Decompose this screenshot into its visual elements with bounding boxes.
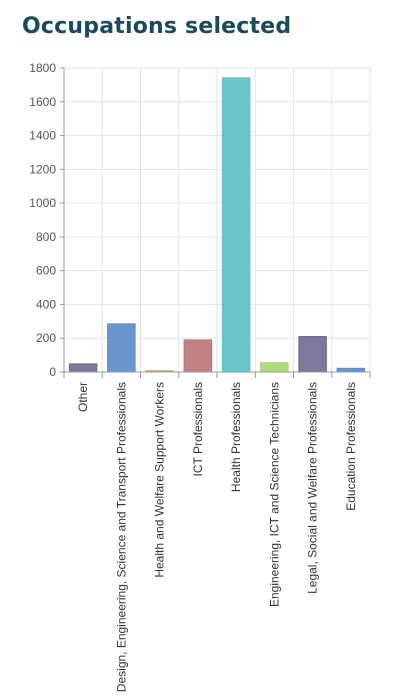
y-tick-label: 1600: [29, 95, 56, 109]
x-tick-label: Education Professionals: [344, 382, 358, 511]
y-tick-label: 1800: [29, 61, 56, 75]
y-tick-label: 0: [49, 365, 56, 379]
x-tick-labels: Other Design, Engineering, Science and Tr…: [76, 382, 358, 692]
bars: [68, 77, 366, 373]
bar: [68, 363, 98, 373]
axes: [60, 67, 371, 378]
page-title: Occupations selected: [22, 14, 292, 39]
x-tick-label: Other: [76, 382, 90, 412]
y-tick-label: 1000: [29, 196, 56, 210]
y-tick-label: 600: [36, 264, 56, 278]
bar: [298, 336, 327, 373]
y-tick-label: 800: [36, 230, 56, 244]
grid-lines: [64, 67, 371, 372]
y-tick-label: 1400: [29, 129, 56, 143]
y-tick-label: 1200: [29, 162, 56, 176]
x-tick-label: Engineering, ICT and Science Technicians: [267, 382, 281, 607]
bar: [107, 323, 136, 373]
x-tick-label: Health and Welfare Support Workers: [153, 382, 167, 578]
x-tick-label: Design, Engineering, Science and Transpo…: [114, 382, 128, 692]
x-tick-label: Health Professionals: [229, 382, 243, 492]
bar: [221, 77, 251, 373]
x-tick-label: ICT Professionals: [191, 382, 205, 476]
bar: [183, 339, 213, 373]
y-tick-label: 400: [36, 297, 56, 311]
bar: [260, 362, 289, 373]
x-tick-label: Legal, Social and Welfare Professionals: [306, 382, 320, 594]
y-tick-labels: 0 200 400 600 800 1000 1200 1400 1600 1800: [29, 61, 56, 379]
y-tick-label: 200: [36, 331, 56, 345]
bar: [336, 367, 366, 373]
